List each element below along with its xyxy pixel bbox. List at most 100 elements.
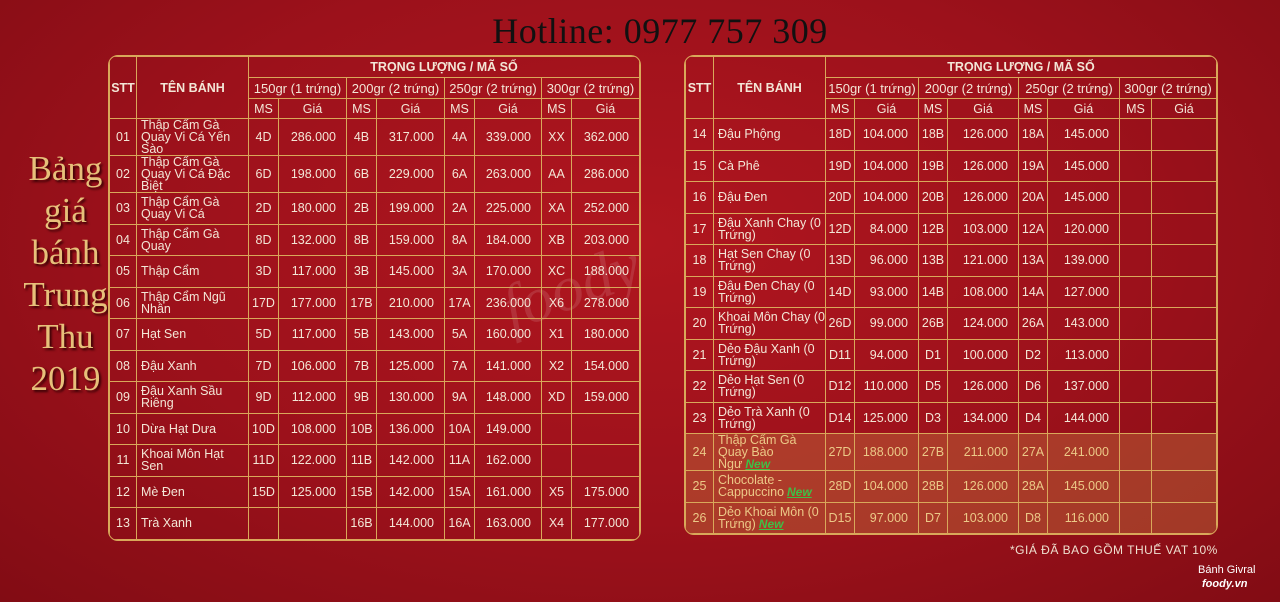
- cell-name: Thập Cẩm Gà Quay Vi Cá Yến Sào: [136, 118, 249, 156]
- cell-price: 177.000: [278, 286, 347, 319]
- cell-stt: 20: [685, 307, 714, 340]
- product-name: Dẻo Đậu Xanh (0 Trứng): [718, 341, 815, 368]
- cell-price: 161.000: [474, 475, 542, 508]
- cell-price: 144.000: [376, 507, 445, 540]
- cell-ms: 6A: [444, 155, 475, 193]
- cell-price: 317.000: [376, 118, 445, 156]
- cell-price: 103.000: [947, 501, 1019, 534]
- cell-name: Dừa Hạt Dưa: [136, 412, 249, 445]
- cell-stt: 04: [109, 223, 137, 256]
- cell-ms: 3A: [444, 255, 475, 288]
- cell-ms: D4: [1018, 401, 1048, 434]
- cell-name: Mè Đen: [136, 475, 249, 508]
- cell-price: 154.000: [571, 349, 640, 382]
- cell-price: 125.000: [376, 349, 445, 382]
- cell-price: 97.000: [854, 501, 919, 534]
- cell-price: 104.000: [854, 149, 919, 182]
- cell-price: 159.000: [571, 381, 640, 414]
- cell-name: Dẻo Đậu Xanh (0 Trứng): [713, 338, 826, 371]
- header-price: Giá: [1047, 98, 1120, 119]
- cell-ms: [1119, 212, 1152, 245]
- table-row: 25 Chocolate - Cappuccino New 28D 104.000 28B…: [685, 470, 1217, 503]
- cell-ms: 7B: [346, 349, 377, 382]
- header-group: TRỌNG LƯỢNG / MÃ SỐ: [825, 56, 1217, 78]
- cell-stt: 01: [109, 118, 137, 156]
- cell-name: Thập Cẩm Gà Quay Bào Ngư New: [713, 433, 826, 471]
- side-title-line: giá: [44, 191, 87, 230]
- cell-price: 99.000: [854, 307, 919, 340]
- cell-price: [1151, 401, 1217, 434]
- cell-stt: 05: [109, 255, 137, 288]
- header-row: MS Giá MS Giá MS Giá MS Giá: [110, 98, 640, 119]
- table-row: 16 Đậu Đen 20D 104.000 20B 126.000 20A 145.000: [685, 181, 1217, 214]
- hotline: Hotline: 0977 757 309: [492, 11, 828, 51]
- cell-ms: 9D: [248, 381, 279, 414]
- cell-ms: 11A: [444, 444, 475, 477]
- cell-price: [1151, 370, 1217, 403]
- cell-ms: 5D: [248, 318, 279, 351]
- header-ms: MS: [444, 98, 475, 119]
- new-badge: New: [758, 516, 784, 531]
- header-name: TÊN BÁNH: [136, 56, 249, 119]
- cell-ms: 28D: [825, 470, 855, 503]
- cell-ms: D15: [825, 501, 855, 534]
- cell-ms: 2A: [444, 192, 475, 225]
- cell-name: Dẻo Hạt Sen (0 Trứng): [713, 370, 826, 403]
- cell-ms: X6: [541, 286, 572, 319]
- cell-ms: D3: [918, 401, 948, 434]
- cell-name: Thập Cẩm Gà Quay Vi Cá: [136, 192, 249, 225]
- cell-name: Đậu Phộng: [713, 118, 826, 151]
- cell-ms: [248, 507, 279, 540]
- cell-price: [1151, 338, 1217, 371]
- cell-price: 159.000: [376, 223, 445, 256]
- cell-price: [1151, 470, 1217, 503]
- cell-ms: 17D: [248, 286, 279, 319]
- brand-logo: foody.vn: [1202, 578, 1248, 590]
- cell-ms: 6B: [346, 155, 377, 193]
- cell-ms: 16B: [346, 507, 377, 540]
- header-price: Giá: [278, 98, 347, 119]
- table-row: 01 Thập Cẩm Gà Quay Vi Cá Yến Sào 4D 286.00…: [109, 118, 640, 156]
- cell-price: 142.000: [376, 444, 445, 477]
- cell-ms: 27B: [918, 433, 948, 471]
- header-row: STT TÊN BÁNH TRỌNG LƯỢNG / MÃ SỐ: [109, 56, 640, 119]
- cell-price: 108.000: [278, 412, 347, 445]
- cell-price: 124.000: [947, 307, 1019, 340]
- header-row: MS Giá MS Giá MS Giá MS Giá: [686, 98, 1217, 119]
- cell-ms: D5: [918, 370, 948, 403]
- cell-ms: 17B: [346, 286, 377, 319]
- table-row: 03 Thập Cẩm Gà Quay Vi Cá 2D 180.000 2B 199.0…: [109, 192, 640, 225]
- product-name: Khoai Môn Hạt Sen: [141, 447, 224, 474]
- cell-stt: 12: [109, 475, 137, 508]
- cell-price: 362.000: [571, 118, 640, 156]
- cell-price: [1151, 212, 1217, 245]
- cell-stt: 03: [109, 192, 137, 225]
- cell-ms: 4A: [444, 118, 475, 156]
- cell-price: 236.000: [474, 286, 542, 319]
- cell-stt: 14: [685, 118, 714, 151]
- cell-name: Đậu Xanh Chay (0 Trứng): [713, 212, 826, 245]
- cell-price: 252.000: [571, 192, 640, 225]
- cell-price: 110.000: [854, 370, 919, 403]
- side-title-line: 2019: [30, 359, 101, 398]
- header-ms: MS: [248, 98, 279, 119]
- cell-price: 149.000: [474, 412, 542, 445]
- side-title-line: Bảng: [28, 149, 103, 188]
- cell-ms: 13D: [825, 244, 855, 277]
- cell-ms: X4: [541, 507, 572, 540]
- table-row: 08 Đậu Xanh 7D 106.000 7B 125.000 7A 141.000 X2 1…: [109, 349, 640, 382]
- table-row: 13 Trà Xanh 16B 144.000 16A 163.000 X4 177.000: [109, 507, 640, 540]
- brand-name: Bánh Givral: [1198, 564, 1256, 576]
- cell-ms: 17A: [444, 286, 475, 319]
- cell-price: 104.000: [854, 118, 919, 151]
- cell-stt: 11: [109, 444, 137, 477]
- cell-ms: AA: [541, 155, 572, 193]
- product-name: Dẻo Trà Xanh (0 Trứng): [718, 404, 810, 431]
- table-row: 20 Khoai Môn Chay (0 Trứng) 26D 99.000 26B 12…: [685, 307, 1217, 340]
- header-weight: 250gr (2 trứng): [444, 77, 542, 99]
- table-row: 23 Dẻo Trà Xanh (0 Trứng) D14 125.000 D3 134.…: [685, 401, 1217, 434]
- cell-ms: 19D: [825, 149, 855, 182]
- cell-ms: [541, 444, 572, 477]
- cell-ms: 7A: [444, 349, 475, 382]
- header-price: Giá: [376, 98, 445, 119]
